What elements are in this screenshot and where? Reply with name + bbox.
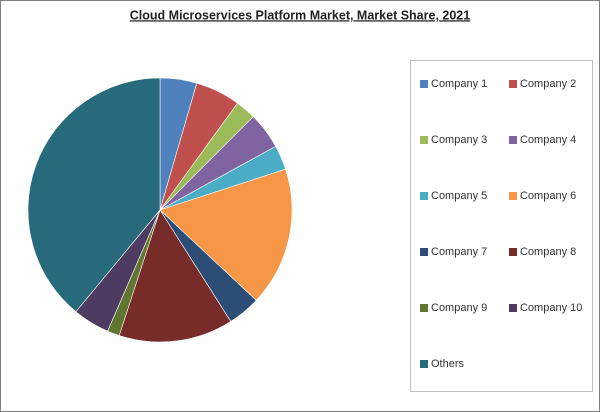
legend-swatch bbox=[509, 192, 517, 200]
legend-swatch bbox=[420, 80, 428, 88]
legend-swatch bbox=[420, 136, 428, 144]
legend-label: Company 7 bbox=[431, 246, 487, 258]
legend-box bbox=[410, 60, 593, 392]
pie-slice bbox=[159, 168, 293, 301]
legend-label: Company 9 bbox=[431, 302, 487, 314]
legend-swatch bbox=[420, 360, 428, 368]
legend-label: Company 10 bbox=[520, 302, 582, 314]
legend-label: Company 2 bbox=[520, 78, 576, 90]
legend-swatch bbox=[509, 248, 517, 256]
chart-title: Cloud Microservices Platform Market, Mar… bbox=[130, 8, 470, 22]
legend-label: Company 4 bbox=[520, 134, 576, 146]
legend-swatch bbox=[509, 80, 517, 88]
legend-swatch bbox=[509, 304, 517, 312]
legend-label: Company 5 bbox=[431, 190, 487, 202]
legend-label: Company 1 bbox=[431, 78, 487, 90]
legend-label: Company 6 bbox=[520, 190, 576, 202]
legend-swatch bbox=[509, 136, 517, 144]
legend-swatch bbox=[420, 192, 428, 200]
legend-swatch bbox=[420, 248, 428, 256]
legend-label: Others bbox=[431, 358, 465, 370]
pie-slice bbox=[27, 77, 161, 313]
legend-label: Company 8 bbox=[520, 246, 576, 258]
pie-slice bbox=[118, 209, 232, 343]
legend-swatch bbox=[420, 304, 428, 312]
legend-label: Company 3 bbox=[431, 134, 487, 146]
